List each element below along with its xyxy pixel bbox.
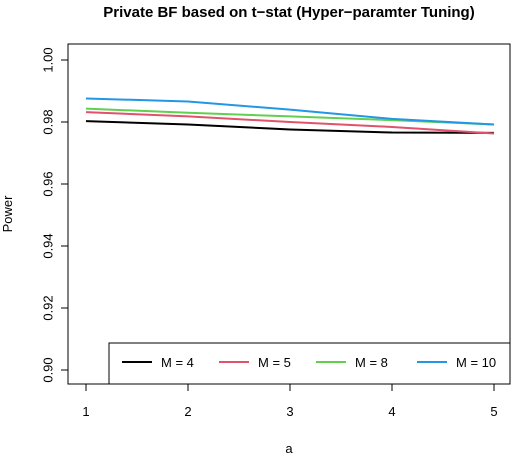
legend-label: M = 4 bbox=[161, 355, 194, 370]
y-tick-label: 0.94 bbox=[40, 233, 55, 258]
legend-label: M = 5 bbox=[258, 355, 291, 370]
y-axis: 0.90 0.92 0.94 0.96 0.98 1.00 bbox=[40, 47, 69, 383]
x-tick-label: 4 bbox=[388, 404, 395, 419]
y-tick-label: 1.00 bbox=[40, 47, 55, 72]
series-lines bbox=[85, 97, 495, 135]
chart-title: Private BF based on t−stat (Hyper−paramt… bbox=[103, 4, 474, 21]
x-tick-label: 3 bbox=[286, 404, 293, 419]
plot-frame bbox=[67, 43, 511, 385]
y-tick-label: 0.98 bbox=[40, 109, 55, 134]
y-axis-label: Power bbox=[0, 195, 15, 233]
series-line bbox=[85, 97, 495, 126]
legend-label: M = 8 bbox=[355, 355, 388, 370]
y-tick-label: 0.96 bbox=[40, 171, 55, 196]
x-tick-label: 2 bbox=[184, 404, 191, 419]
series-line bbox=[85, 120, 495, 134]
x-tick-label: 1 bbox=[82, 404, 89, 419]
legend-label: M = 10 bbox=[456, 355, 496, 370]
x-axis: 1 2 3 4 5 bbox=[82, 383, 498, 419]
x-tick-label: 5 bbox=[490, 404, 497, 419]
y-tick-label: 0.90 bbox=[40, 357, 55, 382]
y-tick-label: 0.92 bbox=[40, 295, 55, 320]
x-axis-label: a bbox=[285, 441, 293, 456]
series-line bbox=[85, 111, 495, 135]
legend-box bbox=[108, 342, 511, 385]
legend: M = 4 M = 5 M = 8 M = 10 bbox=[108, 342, 511, 385]
